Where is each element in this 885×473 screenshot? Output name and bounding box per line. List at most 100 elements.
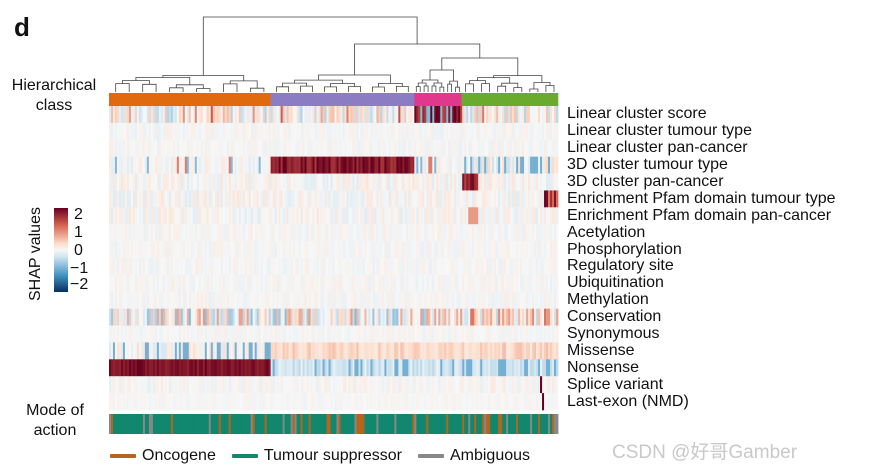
heatmap-cell bbox=[140, 342, 144, 360]
heatmap-cell bbox=[438, 106, 441, 124]
heatmap-cell bbox=[462, 308, 465, 326]
heatmap-cell bbox=[454, 393, 457, 411]
heatmap-cell bbox=[450, 139, 453, 157]
heatmap-cell bbox=[380, 325, 383, 343]
heatmap-cell bbox=[468, 376, 471, 394]
heatmap-cell bbox=[244, 258, 248, 276]
heatmap-cell bbox=[300, 122, 303, 141]
heatmap-cell bbox=[246, 173, 250, 191]
heatmap-cell bbox=[490, 173, 493, 191]
heatmap-cell bbox=[464, 156, 467, 174]
heatmap-cell bbox=[520, 224, 523, 242]
mode-of-action-cell bbox=[492, 414, 495, 434]
heatmap-cell bbox=[176, 122, 180, 141]
heatmap-cell bbox=[262, 274, 266, 293]
heatmap-cell bbox=[522, 308, 525, 326]
heatmap-cell bbox=[218, 156, 222, 174]
heatmap-cell bbox=[430, 325, 433, 343]
heatmap-cell bbox=[122, 139, 126, 157]
heatmap-cell bbox=[502, 308, 505, 326]
heatmap-cell bbox=[308, 291, 311, 309]
heatmap-cell bbox=[132, 139, 136, 157]
heatmap-cell bbox=[302, 376, 305, 394]
heatmap-cell bbox=[316, 122, 319, 141]
heatmap-cell bbox=[132, 156, 136, 174]
heatmap-cell bbox=[320, 359, 323, 377]
heatmap-cell bbox=[294, 308, 297, 326]
mode-of-action-cell bbox=[232, 414, 236, 434]
heatmap-cell bbox=[424, 190, 427, 208]
heatmap-cell bbox=[516, 106, 519, 124]
heatmap-cell bbox=[530, 224, 533, 242]
heatmap-cell bbox=[286, 359, 289, 377]
colorbar-tick-label: 1 bbox=[74, 224, 83, 241]
heatmap-cell bbox=[230, 122, 234, 141]
heatmap-cell bbox=[156, 291, 160, 309]
heatmap-cell bbox=[442, 139, 445, 157]
heatmap-cell bbox=[462, 376, 465, 394]
heatmap-cell bbox=[512, 342, 515, 360]
heatmap-cell bbox=[340, 190, 343, 208]
heatmap-cell bbox=[228, 190, 232, 208]
heatmap-cell bbox=[248, 207, 252, 225]
heatmap-cell bbox=[120, 393, 124, 411]
heatmap-cell bbox=[266, 325, 270, 343]
heatmap-cell bbox=[256, 106, 260, 124]
heatmap-cell bbox=[246, 325, 250, 343]
heatmap-cell bbox=[134, 393, 138, 411]
heatmap-cell bbox=[366, 190, 369, 208]
heatmap-cell bbox=[516, 258, 519, 276]
heatmap-cell bbox=[520, 325, 523, 343]
heatmap-cell bbox=[422, 139, 425, 157]
heatmap-cell bbox=[294, 106, 297, 124]
heatmap-cell bbox=[111, 308, 114, 326]
heatmap-cell bbox=[298, 274, 301, 293]
heatmap-cell bbox=[542, 308, 545, 326]
heatmap-cell bbox=[212, 258, 216, 276]
heatmap-cell bbox=[172, 291, 176, 309]
mode-of-action-cell bbox=[414, 414, 417, 434]
heatmap-cell bbox=[298, 258, 301, 276]
mode-of-action-cell bbox=[248, 414, 252, 434]
heatmap-cell bbox=[296, 241, 299, 259]
heatmap-cell bbox=[370, 274, 373, 293]
heatmap-cell bbox=[198, 376, 202, 394]
heatmap-cell bbox=[476, 156, 479, 174]
heatmap-cell bbox=[368, 106, 371, 124]
mode-of-action-cell bbox=[268, 414, 272, 434]
mode-of-action-cell bbox=[544, 414, 547, 434]
heatmap-cell bbox=[152, 241, 156, 259]
heatmap-cell bbox=[200, 207, 204, 225]
heatmap-cell bbox=[446, 258, 449, 276]
heatmap-cell bbox=[356, 376, 359, 394]
heatmap-cell bbox=[318, 325, 321, 343]
heatmap-cell bbox=[296, 274, 299, 293]
heatmap-cell bbox=[468, 291, 471, 309]
heatmap-cell bbox=[458, 241, 461, 259]
heatmap-cell bbox=[252, 224, 256, 242]
heatmap-cell bbox=[354, 139, 357, 157]
heatmap-cell bbox=[264, 190, 268, 208]
heatmap-cell bbox=[428, 258, 431, 276]
heatmap-cell bbox=[111, 156, 114, 174]
heatmap-cell bbox=[348, 139, 351, 157]
heatmap-cell bbox=[190, 291, 194, 309]
heatmap-cell bbox=[156, 122, 160, 141]
heatmap-cell bbox=[230, 190, 234, 208]
heatmap-cell bbox=[288, 173, 291, 191]
heatmap-cell bbox=[388, 325, 391, 343]
heatmap-cell bbox=[426, 342, 429, 360]
mode-of-action-cell bbox=[446, 414, 449, 434]
heatmap-cell bbox=[184, 190, 188, 208]
heatmap-cell bbox=[458, 207, 461, 225]
class-segment bbox=[414, 93, 462, 106]
heatmap-cell bbox=[500, 224, 503, 242]
heatmap-cell bbox=[146, 156, 150, 174]
heatmap-cell bbox=[434, 207, 437, 225]
heatmap-cell bbox=[304, 173, 307, 191]
heatmap-cell bbox=[342, 207, 345, 225]
heatmap-cell bbox=[374, 376, 377, 394]
mode-of-action-cell bbox=[398, 414, 401, 434]
heatmap-cell bbox=[182, 342, 186, 360]
